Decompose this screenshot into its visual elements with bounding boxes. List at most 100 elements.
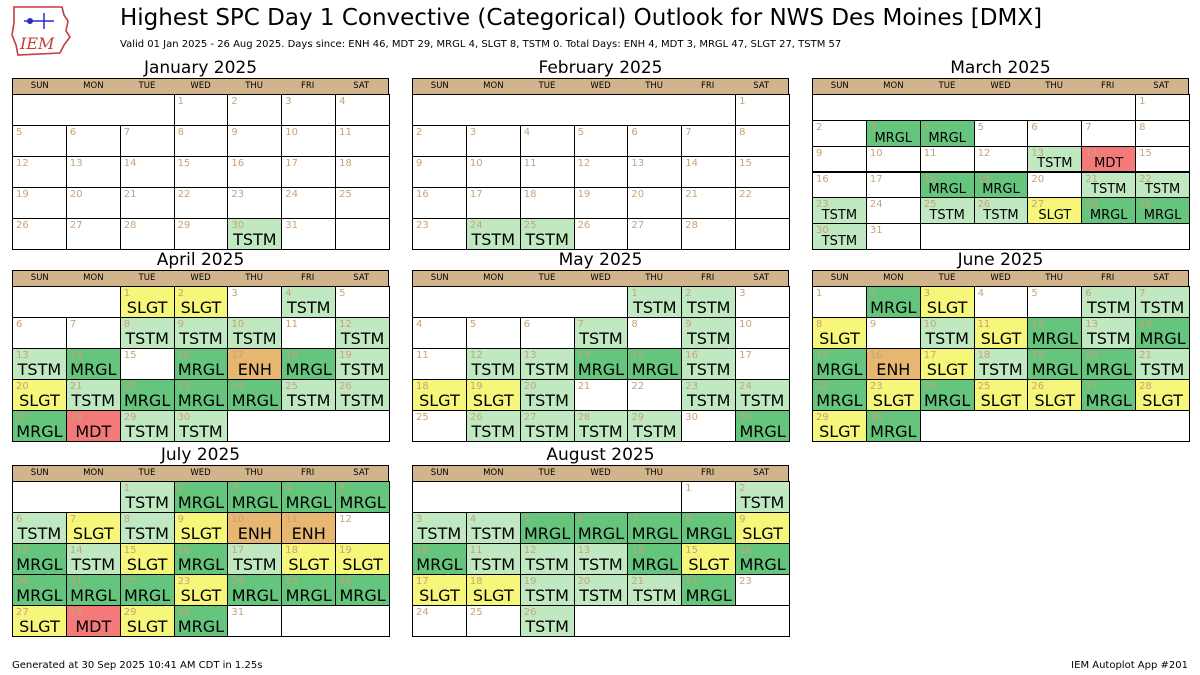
day-cell: 10 (735, 317, 790, 349)
day-cell: 23 (227, 187, 283, 219)
day-number: 3 (923, 288, 931, 299)
day-cell: 13 (627, 156, 683, 188)
day-cell: 5 (12, 125, 67, 157)
day-number: 31 (869, 225, 883, 237)
day-cell: 19 SLGT (465, 379, 521, 411)
day-number: 12 (1031, 319, 1045, 330)
day-cell: 29 (173, 218, 229, 250)
day-number: 21 (69, 381, 83, 392)
day-number: 10 (231, 514, 245, 525)
day-number: 15 (1139, 147, 1152, 159)
day-cell: 7 TSTM (573, 317, 629, 349)
day-number: 13 (523, 350, 537, 361)
day-cell: 18 SLGT (412, 379, 467, 411)
day-number: 15 (631, 350, 645, 361)
day-cell: 22 (173, 187, 229, 219)
outlook-category: SLGT (1142, 391, 1183, 410)
outlook-category: MDT (75, 422, 112, 441)
weekday-header: SUN MON TUE WED THU FRI SAT (412, 78, 789, 95)
day-cell: 28 (681, 218, 737, 250)
month-title: February 2025 (538, 58, 663, 78)
day-cell: 15 (735, 156, 790, 188)
day-cell: 7 (65, 317, 121, 349)
day-cell: 4 (412, 317, 467, 349)
day-cell: 4 TSTM (281, 286, 337, 318)
day-number: 29 (1139, 199, 1152, 211)
day-cell: 25 (412, 410, 467, 442)
outlook-category: TSTM (525, 555, 569, 574)
outlook-category: MRGL (982, 182, 1020, 198)
day-number: 5 (16, 127, 23, 138)
day-number: 1 (685, 483, 692, 494)
outlook-category: TSTM (740, 391, 785, 410)
day-cell: 7 (1081, 119, 1137, 147)
outlook-category: MRGL (177, 360, 225, 379)
day-cell: 6 TSTM (12, 512, 67, 544)
outlook-category: SLGT (688, 555, 730, 574)
month-panel: January 2025 SUN MON TUE WED THU FRI SAT 1 2 3 4 5 6 7… (12, 58, 390, 250)
day-cell: 25 TSTM (281, 379, 337, 411)
outlook-category: TSTM (686, 391, 731, 410)
day-number: 12 (339, 514, 352, 525)
weekday-label: SUN (430, 81, 449, 91)
outlook-category: SLGT (419, 391, 460, 410)
weekday-label: THU (245, 81, 263, 91)
weekday-label: MON (883, 273, 904, 283)
day-cell: 21 MRGL (65, 574, 121, 606)
outlook-category: MRGL (924, 391, 971, 410)
weekday-label: SUN (30, 468, 49, 478)
outlook-category: TSTM (579, 329, 623, 348)
weekday-label: WED (190, 81, 211, 91)
day-cell: 22 MRGL (681, 574, 737, 606)
outlook-category: TSTM (471, 524, 516, 543)
day-cell: 17 (465, 187, 521, 219)
day-cell: 25 TSTM (919, 197, 975, 225)
day-number: 26 (577, 220, 591, 231)
day-cell: 6 TSTM (1081, 286, 1137, 318)
generated-footer: Generated at 30 Sep 2025 10:41 AM CDT in… (12, 660, 263, 671)
day-number: 19 (469, 381, 483, 392)
outlook-category: MRGL (816, 360, 863, 379)
outlook-category: MRGL (339, 493, 386, 512)
outlook-category: MRGL (928, 130, 966, 146)
day-number: 19 (577, 189, 591, 200)
outlook-category: TSTM (471, 230, 516, 249)
day-cell: 7 SLGT (65, 512, 121, 544)
day-cell: 5 MRGL (335, 481, 390, 513)
day-number: 4 (285, 483, 292, 494)
day-number: 30 (869, 412, 883, 423)
outlook-category: TSTM (979, 360, 1023, 379)
day-number: 16 (869, 350, 883, 361)
day-cell: 14 MRGL (627, 543, 683, 575)
day-cell: 11 TSTM (465, 543, 521, 575)
day-number: 24 (285, 189, 299, 200)
day-cell: 6 (65, 125, 121, 157)
weekday-label: FRI (301, 81, 315, 91)
day-cell: 17 SLGT (412, 574, 467, 606)
day-number: 17 (285, 158, 299, 169)
day-number: 27 (631, 220, 645, 231)
outlook-category: SLGT (180, 586, 222, 605)
day-cell: 7 (681, 125, 737, 157)
day-cell: 4 (519, 125, 575, 157)
month-panel: June 2025 SUN MON TUE WED THU FRI SAT 1 2 MRGL 3 SLG… (812, 250, 1190, 442)
outlook-category: MRGL (1031, 329, 1078, 348)
weekday-label: TUE (538, 81, 556, 91)
day-number: 4 (923, 121, 931, 133)
day-number: 7 (685, 127, 692, 138)
weekday-label: TUE (938, 273, 956, 283)
day-number: 23 (685, 381, 699, 392)
outlook-category: SLGT (19, 391, 60, 410)
outlook-category: ENH (876, 360, 911, 379)
weekday-label: FRI (301, 273, 315, 283)
day-number: 3 (469, 127, 477, 138)
outlook-category: TSTM (1140, 360, 1185, 379)
outlook-category: TSTM (71, 555, 116, 574)
day-cell: 7 TSTM (1135, 286, 1190, 318)
day-cell: 28 TSTM (573, 410, 629, 442)
day-cell: 10 TSTM (227, 317, 283, 349)
month-grid: SUN MON TUE WED THU FRI SAT 1 2 TSTM 3 TSTM 4 TSTM 5 MR… (412, 465, 790, 637)
day-cell: 8 MRGL (681, 512, 737, 544)
day-cell: 20 SLGT (12, 379, 67, 411)
weekday-label: WED (590, 81, 611, 91)
